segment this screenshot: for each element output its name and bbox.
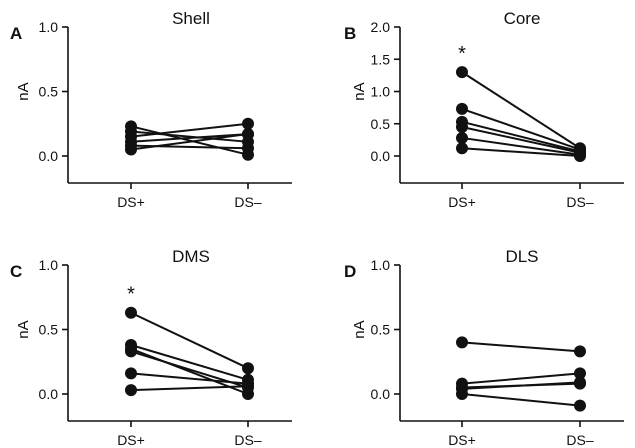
x-tick-label: DS+ (117, 194, 145, 210)
x-tick-label: DS+ (448, 194, 476, 210)
x-tick-label: DS– (566, 194, 593, 210)
series-line (130, 385, 249, 392)
y-tick-label: 1.0 (371, 257, 391, 273)
series-line (461, 71, 581, 150)
y-axis-label: nA (351, 320, 368, 338)
series-line (130, 130, 249, 143)
data-point (456, 102, 468, 115)
data-point (242, 142, 254, 155)
panel-label: B (344, 24, 356, 43)
data-point (125, 384, 137, 397)
data-point (574, 345, 586, 358)
series-line (461, 125, 581, 154)
x-tick-label: DS– (234, 432, 261, 448)
data-point (456, 131, 468, 144)
data-point (242, 117, 254, 130)
data-point (574, 399, 586, 412)
series-line (461, 381, 581, 390)
panel-title: Core (504, 9, 541, 28)
data-point (242, 128, 254, 141)
panel-title: Shell (172, 9, 210, 28)
y-axis-label: nA (15, 320, 32, 338)
y-tick-label: 0.0 (371, 148, 391, 164)
data-point (125, 367, 137, 380)
data-point (242, 380, 254, 393)
x-tick-label: DS+ (117, 432, 145, 448)
y-axis-label: nA (15, 82, 32, 100)
y-tick-label: 1.0 (39, 257, 59, 273)
series-line (130, 311, 249, 370)
data-point (125, 143, 137, 156)
data-point (456, 142, 468, 155)
data-point (574, 367, 586, 380)
series-line (461, 136, 581, 156)
significance-marker: * (127, 284, 135, 306)
y-tick-label: 0.5 (371, 322, 391, 338)
panel-label: C (10, 262, 22, 281)
y-tick-label: 0.0 (39, 386, 59, 402)
y-tick-label: 1.5 (371, 51, 391, 67)
panel-label: D (344, 262, 356, 281)
data-point (456, 120, 468, 133)
panel-title: DMS (172, 247, 210, 266)
panel-title: DLS (505, 247, 538, 266)
data-point (125, 306, 137, 319)
y-tick-label: 0.0 (371, 386, 391, 402)
series-line (130, 372, 249, 385)
y-tick-label: 0.5 (39, 322, 59, 338)
data-point (456, 66, 468, 79)
series-line (461, 120, 581, 153)
data-point (242, 362, 254, 375)
x-tick-label: DS– (566, 432, 593, 448)
data-point (456, 388, 468, 400)
panel-label: A (10, 24, 22, 43)
series-line (461, 341, 581, 353)
y-tick-label: 0.0 (39, 148, 59, 164)
x-tick-label: DS– (234, 194, 261, 210)
data-point (456, 336, 468, 349)
series-line (461, 107, 581, 151)
series-line (130, 344, 249, 381)
y-tick-label: 1.0 (39, 19, 59, 35)
series-line (130, 133, 249, 151)
y-axis-label: nA (351, 82, 368, 100)
y-tick-label: 2.0 (371, 19, 391, 35)
x-tick-label: DS+ (448, 432, 476, 448)
series-line (130, 122, 249, 138)
series-line (130, 133, 249, 143)
data-point (125, 345, 137, 358)
series-line (461, 372, 581, 385)
y-tick-label: 0.5 (39, 84, 59, 100)
series-line (461, 147, 581, 157)
y-tick-label: 0.5 (371, 116, 391, 132)
y-tick-label: 1.0 (371, 84, 391, 100)
series-line (461, 393, 581, 407)
series-line (130, 125, 249, 156)
data-point (574, 150, 586, 162)
significance-marker: * (458, 43, 466, 65)
data-point (574, 376, 586, 389)
